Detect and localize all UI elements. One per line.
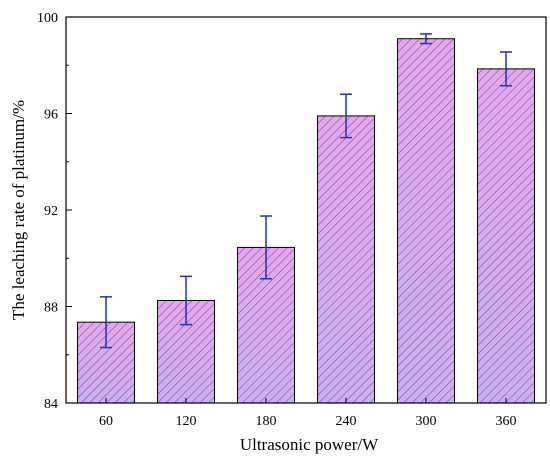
x-tick-label-300: 300 [416,414,437,429]
x-tick-label-120: 120 [176,414,197,429]
y-tick-label-96: 96 [44,108,58,123]
x-tick-label-360: 360 [496,414,517,429]
error-bar-240 [340,93,352,139]
error-bar-60 [100,296,112,349]
error-bar-360 [500,51,512,87]
x-tick-label-180: 180 [256,414,277,429]
y-tick-label-88: 88 [44,301,58,316]
y-axis-title: The leaching rate of platinum/% [9,100,28,320]
bar-300 [397,38,455,404]
y-tick-label-92: 92 [44,204,58,219]
y-tick-label-84: 84 [44,397,58,412]
error-bar-120 [180,275,192,326]
axes-group: 60 120 180 240 300 360 84 88 92 96 100 [37,11,547,429]
bar-hatch [397,38,455,404]
y-tick-label-100: 100 [37,11,58,26]
x-axis-title: Ultrasonic power/W [240,435,379,454]
plot-frame [65,16,547,404]
error-bar-300 [420,33,432,45]
x-tick-label-60: 60 [99,414,113,429]
x-tick-label-240: 240 [336,414,357,429]
bar-360 [477,68,535,404]
bar-240 [317,115,375,404]
bar-hatch [477,68,535,404]
error-bar-180 [260,215,272,280]
bar-hatch [317,115,375,404]
error-bars-group [100,33,512,349]
bars-group [77,38,535,404]
